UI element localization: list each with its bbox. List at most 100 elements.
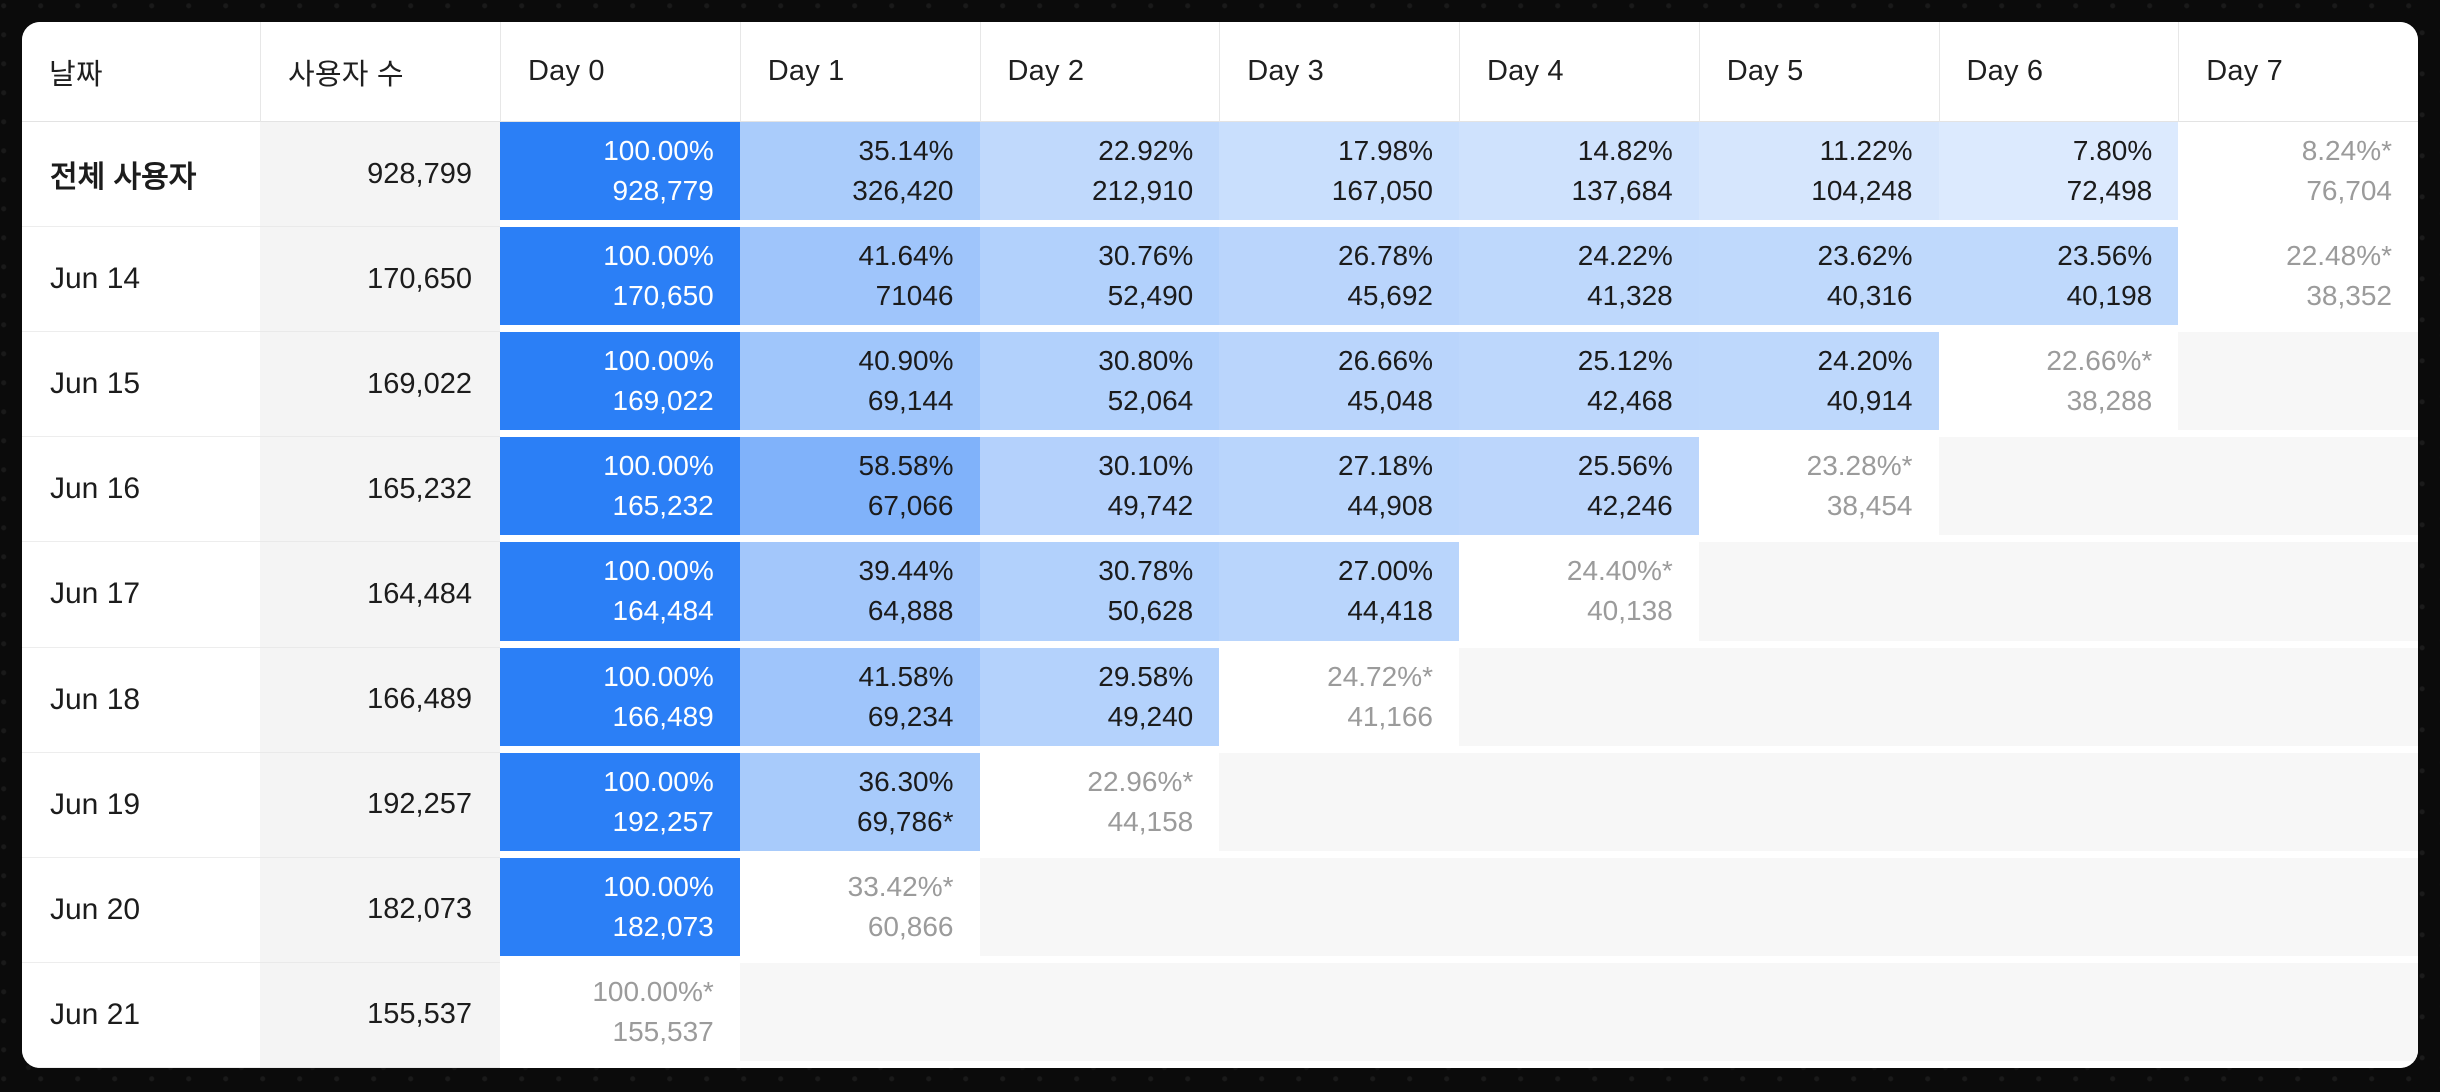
retention-percentage: 30.78% <box>1098 555 1194 587</box>
retention-percentage: 100.00% <box>603 660 714 692</box>
retention-cell-content: 100.00% 182,073 <box>500 857 740 956</box>
retention-cell-day-1[interactable]: 36.30% 69,786* <box>739 752 980 858</box>
retention-cell-day-3[interactable]: 24.72%* 41,166 <box>1219 647 1459 753</box>
retention-cell-day-3[interactable]: 27.00% 44,418 <box>1219 542 1459 648</box>
retention-cell-content <box>1459 962 1699 1061</box>
retention-cell-day-5[interactable]: 11.22% 104,248 <box>1698 122 1939 228</box>
retention-percentage: 11.22% <box>1819 135 1913 167</box>
retention-cell-day-5 <box>1698 857 1939 963</box>
retention-count: 44,908 <box>1347 490 1433 522</box>
retention-cell-content: 22.48%* 38,352 <box>2178 227 2418 326</box>
retention-cell-day-7[interactable]: 8.24%* 76,704 <box>2178 122 2418 228</box>
retention-cell-content <box>1459 857 1699 956</box>
retention-cell-content: 100.00% 170,650 <box>500 227 740 326</box>
retention-cell-day-4[interactable]: 25.12% 42,468 <box>1459 332 1699 438</box>
retention-cell-content: 41.64% 71046 <box>739 227 980 326</box>
retention-cell-day-4[interactable]: 24.22% 41,328 <box>1459 227 1699 333</box>
retention-cell-content: 35.14% 326,420 <box>739 122 980 221</box>
retention-cell-day-0[interactable]: 100.00% 182,073 <box>500 857 740 963</box>
retention-percentage: 35.14% <box>858 135 954 167</box>
retention-cell-day-0[interactable]: 100.00%* 155,537 <box>500 962 740 1068</box>
retention-cell-content <box>1938 647 2179 746</box>
retention-cell-content: 27.00% 44,418 <box>1219 542 1459 641</box>
retention-cell-day-0[interactable]: 100.00% 928,779 <box>500 122 740 228</box>
retention-count: 326,420 <box>852 175 954 207</box>
retention-cell-day-3[interactable]: 17.98% 167,050 <box>1219 122 1459 228</box>
retention-count: 52,490 <box>1107 280 1194 312</box>
retention-percentage: 24.72%* <box>1327 660 1433 692</box>
retention-count: 166,489 <box>612 700 714 732</box>
retention-count: 38,454 <box>1826 490 1913 522</box>
retention-count: 104,248 <box>1811 175 1913 207</box>
retention-cell-day-1 <box>739 962 980 1068</box>
retention-cell-content: 24.40%* 40,138 <box>1459 542 1699 641</box>
retention-cell-day-1[interactable]: 33.42%* 60,866 <box>739 857 980 963</box>
retention-cell-day-0[interactable]: 100.00% 169,022 <box>500 332 740 438</box>
retention-table-card: 날짜 사용자 수 Day 0 Day 1 Day 2 Day 3 Day 4 Day 5 Day… <box>22 22 2418 1068</box>
retention-cell-day-5[interactable]: 24.20% 40,914 <box>1698 332 1939 438</box>
retention-cell-day-4[interactable]: 25.56% 42,246 <box>1459 437 1699 543</box>
cohort-user-count: 170,650 <box>260 227 500 333</box>
retention-cell-day-0[interactable]: 100.00% 165,232 <box>500 437 740 543</box>
retention-count: 42,468 <box>1587 385 1673 417</box>
retention-percentage: 22.66%* <box>2046 345 2153 377</box>
retention-cell-day-5[interactable]: 23.28%* 38,454 <box>1698 437 1939 543</box>
retention-cell-day-6[interactable]: 7.80% 72,498 <box>1938 122 2179 228</box>
retention-cell-day-1[interactable]: 35.14% 326,420 <box>739 122 980 228</box>
retention-cell-day-5[interactable]: 23.62% 40,316 <box>1698 227 1939 333</box>
retention-cell-content: 30.80% 52,064 <box>979 332 1220 431</box>
retention-cell-content: 27.18% 44,908 <box>1219 437 1459 536</box>
retention-percentage: 7.80% <box>2072 135 2153 167</box>
retention-cell-content <box>979 962 1220 1061</box>
retention-cell-content <box>2178 647 2418 746</box>
retention-count: 41,328 <box>1587 280 1673 312</box>
retention-cell-day-4[interactable]: 14.82% 137,684 <box>1459 122 1699 228</box>
retention-cell-day-1[interactable]: 40.90% 69,144 <box>739 332 980 438</box>
retention-percentage: 40.90% <box>858 345 954 377</box>
retention-cell-day-2[interactable]: 29.58% 49,240 <box>979 647 1220 753</box>
retention-count: 928,779 <box>612 175 714 207</box>
retention-cell-day-6[interactable]: 22.66%* 38,288 <box>1938 332 2179 438</box>
retention-cell-content: 11.22% 104,248 <box>1698 122 1939 221</box>
retention-cell-content: 100.00% 164,484 <box>500 542 740 641</box>
retention-cell-day-2[interactable]: 30.76% 52,490 <box>979 227 1220 333</box>
retention-cell-content: 100.00% 166,489 <box>500 647 740 746</box>
retention-cell-content: 25.12% 42,468 <box>1459 332 1699 431</box>
retention-cell-content <box>2178 857 2418 956</box>
retention-percentage: 17.98% <box>1338 135 1433 167</box>
retention-cell-day-2[interactable]: 30.10% 49,742 <box>979 437 1220 543</box>
retention-cell-day-4 <box>1459 752 1699 858</box>
retention-cell-day-3[interactable]: 26.78% 45,692 <box>1219 227 1459 333</box>
retention-cell-day-2[interactable]: 30.78% 50,628 <box>979 542 1220 648</box>
retention-cell-day-2[interactable]: 22.96%* 44,158 <box>979 752 1220 858</box>
retention-cell-day-2[interactable]: 30.80% 52,064 <box>979 332 1220 438</box>
retention-cell-day-7 <box>2178 647 2418 753</box>
retention-cell-content: 24.72%* 41,166 <box>1219 647 1459 746</box>
retention-cell-day-6[interactable]: 23.56% 40,198 <box>1938 227 2179 333</box>
retention-cell-day-1[interactable]: 41.64% 71046 <box>739 227 980 333</box>
retention-cell-content <box>1219 857 1459 956</box>
retention-cell-content: 100.00%* 155,537 <box>500 962 740 1061</box>
retention-cell-day-1[interactable]: 41.58% 69,234 <box>739 647 980 753</box>
column-header-day-6: Day 6 <box>1938 22 2179 122</box>
retention-cell-day-0[interactable]: 100.00% 166,489 <box>500 647 740 753</box>
retention-cell-day-0[interactable]: 100.00% 192,257 <box>500 752 740 858</box>
retention-count: 38,288 <box>2066 385 2153 417</box>
retention-cell-day-2[interactable]: 22.92% 212,910 <box>979 122 1220 228</box>
retention-cell-day-1[interactable]: 39.44% 64,888 <box>739 542 980 648</box>
cohort-user-count: 164,484 <box>260 542 500 648</box>
retention-cell-content <box>2178 542 2418 641</box>
retention-cell-day-4[interactable]: 24.40%* 40,138 <box>1459 542 1699 648</box>
retention-count: 69,144 <box>867 385 954 417</box>
retention-percentage: 26.78% <box>1338 240 1433 272</box>
retention-count: 40,138 <box>1587 595 1673 627</box>
retention-cell-day-0[interactable]: 100.00% 170,650 <box>500 227 740 333</box>
retention-cell-day-7[interactable]: 22.48%* 38,352 <box>2178 227 2418 333</box>
retention-cell-day-3[interactable]: 27.18% 44,908 <box>1219 437 1459 543</box>
retention-percentage: 27.00% <box>1338 555 1433 587</box>
retention-cell-day-0[interactable]: 100.00% 164,484 <box>500 542 740 648</box>
retention-percentage: 100.00% <box>603 345 714 377</box>
retention-cell-day-1[interactable]: 58.58% 67,066 <box>739 437 980 543</box>
retention-cell-day-3[interactable]: 26.66% 45,048 <box>1219 332 1459 438</box>
retention-cell-day-7 <box>2178 437 2418 543</box>
